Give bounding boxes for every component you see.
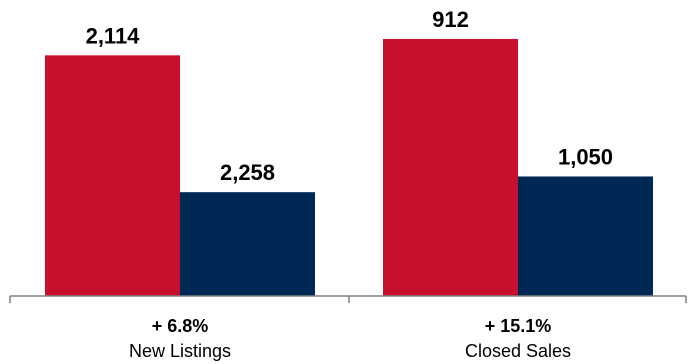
- bar-closed-sales-prior-year: [383, 38, 518, 296]
- category-labels-group: + 6.8% New Listings + 15.1% Closed Sales: [129, 316, 571, 361]
- value-label-new-listings-current-year: 2,258: [220, 160, 275, 185]
- x-axis: [9, 295, 687, 303]
- bar-new-listings-current-year: [180, 192, 315, 296]
- value-label-closed-sales-prior-year: 912: [432, 7, 469, 32]
- change-label-new-listings: + 6.8%: [152, 316, 209, 336]
- bars-group: [45, 38, 653, 297]
- bar-new-listings-prior-year: [45, 55, 180, 297]
- category-label-closed-sales: Closed Sales: [465, 341, 571, 361]
- category-label-new-listings: New Listings: [129, 341, 231, 361]
- value-labels-group: 2,114 2,258 912 1,050: [86, 7, 613, 185]
- value-label-closed-sales-current-year: 1,050: [558, 144, 613, 169]
- bar-closed-sales-current-year: [518, 176, 653, 296]
- value-label-new-listings-prior-year: 2,114: [86, 23, 141, 48]
- change-label-closed-sales: + 15.1%: [485, 316, 552, 336]
